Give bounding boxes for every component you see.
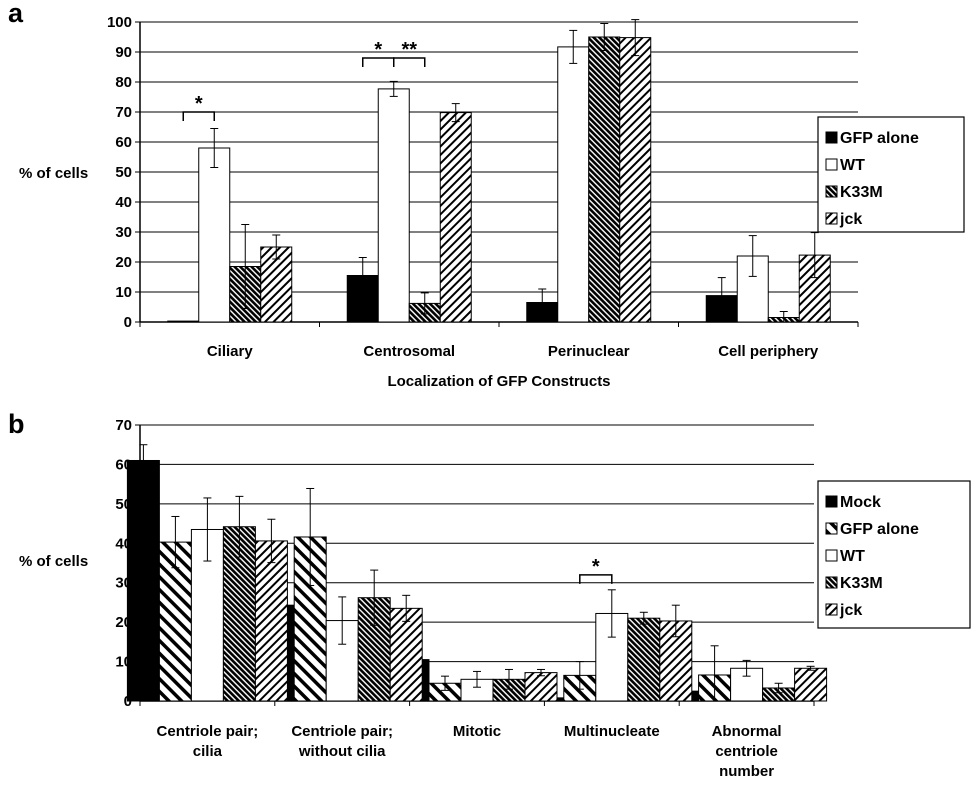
x-category-label: Ciliary [207, 343, 254, 360]
legend-swatch [825, 576, 838, 589]
y-tick-label: 0 [124, 314, 132, 331]
legend-swatch [825, 158, 838, 171]
x-category-label: Multinucleate [564, 723, 660, 740]
legend-swatch [825, 185, 838, 198]
bar [619, 37, 652, 323]
y-tick-label: 50 [115, 164, 132, 181]
legend [817, 116, 965, 233]
legend-swatch [825, 549, 838, 562]
x-category-label: without cilia [298, 743, 386, 760]
panel-a: a 0 10 20 30 40 50 60 70 80 90 100 % of cells Ciliary… [8, 0, 965, 390]
legend-label: GFP alone [840, 521, 919, 538]
y-axis-label: % of cells [19, 553, 88, 570]
bar [167, 320, 200, 323]
significance-marker: * [374, 39, 382, 61]
legend-label: K33M [840, 184, 883, 201]
x-category-label: Perinuclear [548, 343, 630, 360]
bar [730, 667, 764, 702]
bar [557, 46, 590, 323]
legend-label: WT [840, 157, 865, 174]
significance-bracket [579, 574, 613, 584]
x-category-label: centriole [715, 743, 778, 760]
significance-marker: ** [401, 39, 417, 61]
significance-marker: * [195, 93, 203, 115]
bar [524, 672, 558, 702]
y-tick-label: 70 [115, 104, 132, 121]
x-category-label: Abnormal [712, 723, 782, 740]
bar [389, 607, 423, 702]
y-tick-label: 20 [115, 254, 132, 271]
bar [627, 617, 661, 702]
legend-label: jck [839, 602, 862, 619]
bar [377, 88, 410, 323]
x-category-label: number [719, 763, 774, 780]
legend [817, 480, 971, 629]
legend-label: jck [839, 211, 862, 228]
panel-letter: b [8, 409, 25, 439]
y-tick-label: 10 [115, 284, 132, 301]
significance-marker: * [592, 556, 600, 578]
panel-letter: a [8, 0, 24, 28]
y-tick-label: 90 [115, 44, 132, 61]
legend-swatch [825, 131, 838, 144]
legend-swatch [825, 522, 838, 535]
legend-label: Mock [840, 494, 881, 511]
y-tick-label: 40 [115, 194, 132, 211]
bar [794, 667, 828, 702]
legend-label: GFP alone [840, 130, 919, 147]
x-category-label: Cell periphery [718, 343, 819, 360]
legend-label: K33M [840, 575, 883, 592]
y-axis-label: % of cells [19, 165, 88, 182]
bar [439, 112, 472, 323]
y-tick-label: 30 [115, 224, 132, 241]
x-axis-label: Localization of GFP Constructs [387, 373, 610, 390]
legend-swatch [825, 603, 838, 616]
x-category-label: Centrosomal [363, 343, 455, 360]
x-category-label: Centriole pair; [157, 723, 259, 740]
bar [254, 540, 288, 702]
bar [126, 459, 160, 702]
legend-swatch [825, 212, 838, 225]
x-category-label: Centriole pair; [291, 723, 393, 740]
significance-bracket [393, 57, 426, 67]
bar [293, 536, 327, 702]
x-category-label: Mitotic [453, 723, 501, 740]
significance-bracket [182, 111, 215, 121]
y-tick-label: 70 [115, 417, 132, 434]
bar [588, 36, 621, 323]
legend-label: WT [840, 548, 865, 565]
x-category-label: cilia [193, 743, 223, 760]
y-tick-label: 100 [107, 14, 132, 31]
legend-swatch [825, 495, 838, 508]
bar [198, 147, 231, 323]
y-tick-label: 80 [115, 74, 132, 91]
y-tick-label: 60 [115, 134, 132, 151]
